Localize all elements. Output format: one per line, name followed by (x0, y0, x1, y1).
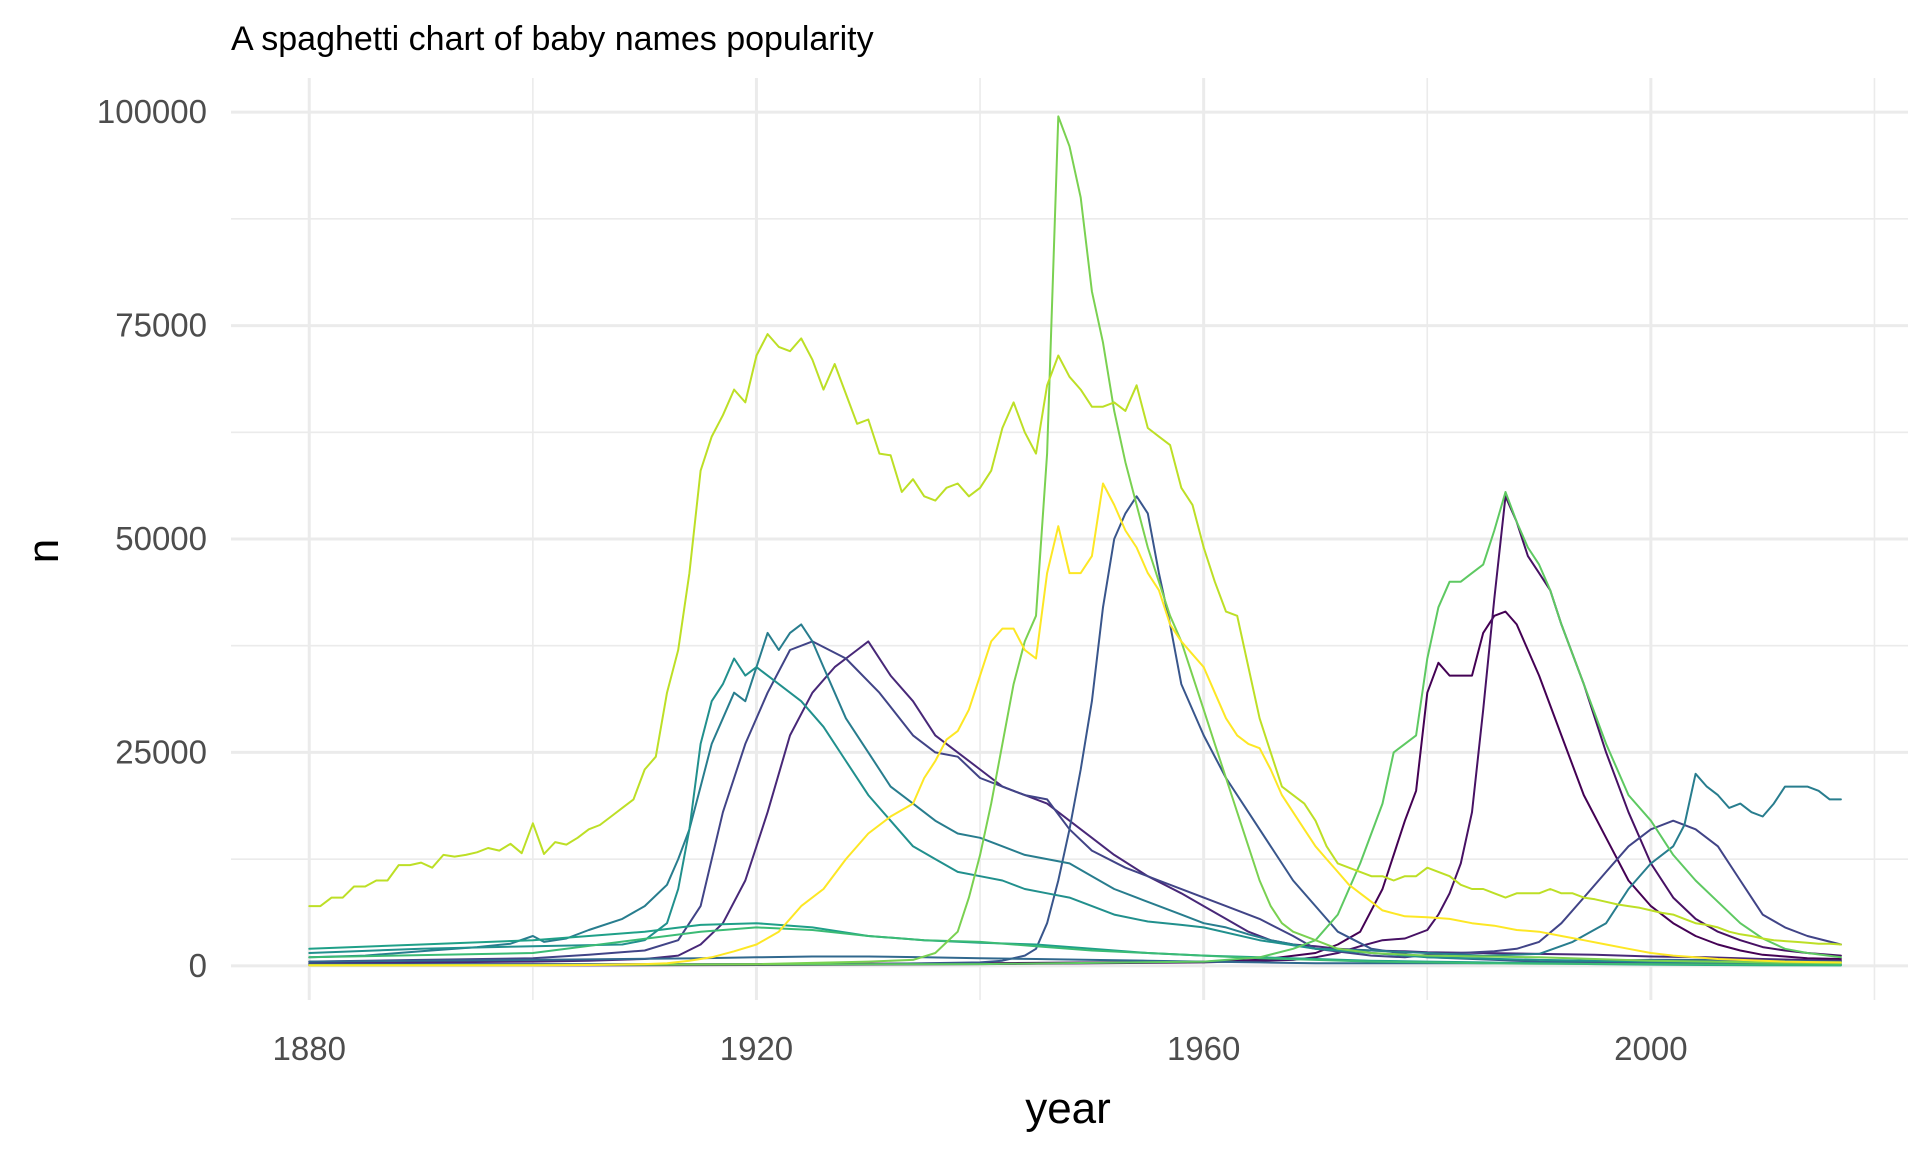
series-line-1 (308, 610, 1842, 966)
x-tick-label: 1880 (273, 1030, 346, 1067)
y-tick-label: 25000 (115, 733, 207, 770)
x-tick-label: 2000 (1614, 1030, 1687, 1067)
chart-title: A spaghetti chart of baby names populari… (231, 20, 874, 58)
x-tick-label: 1960 (1167, 1030, 1240, 1067)
series-line-14 (308, 482, 1842, 967)
x-tick-label: 1920 (720, 1030, 793, 1067)
series-line-12 (308, 115, 1842, 966)
series-line-8 (308, 657, 1842, 964)
series-line-4 (308, 640, 1842, 963)
series-line-2 (308, 495, 1842, 967)
x-axis-title: year (1025, 1084, 1111, 1133)
series-line-5 (308, 495, 1842, 966)
series-line-7 (308, 623, 1842, 959)
y-tick-label: 100000 (97, 93, 207, 130)
y-axis-title: n (19, 539, 68, 563)
y-tick-label: 50000 (115, 520, 207, 557)
y-tick-label: 75000 (115, 307, 207, 344)
y-tick-label: 0 (189, 947, 207, 984)
series-line-11 (308, 491, 1842, 967)
series-line-13 (308, 333, 1842, 946)
series-line-10 (308, 926, 1842, 966)
